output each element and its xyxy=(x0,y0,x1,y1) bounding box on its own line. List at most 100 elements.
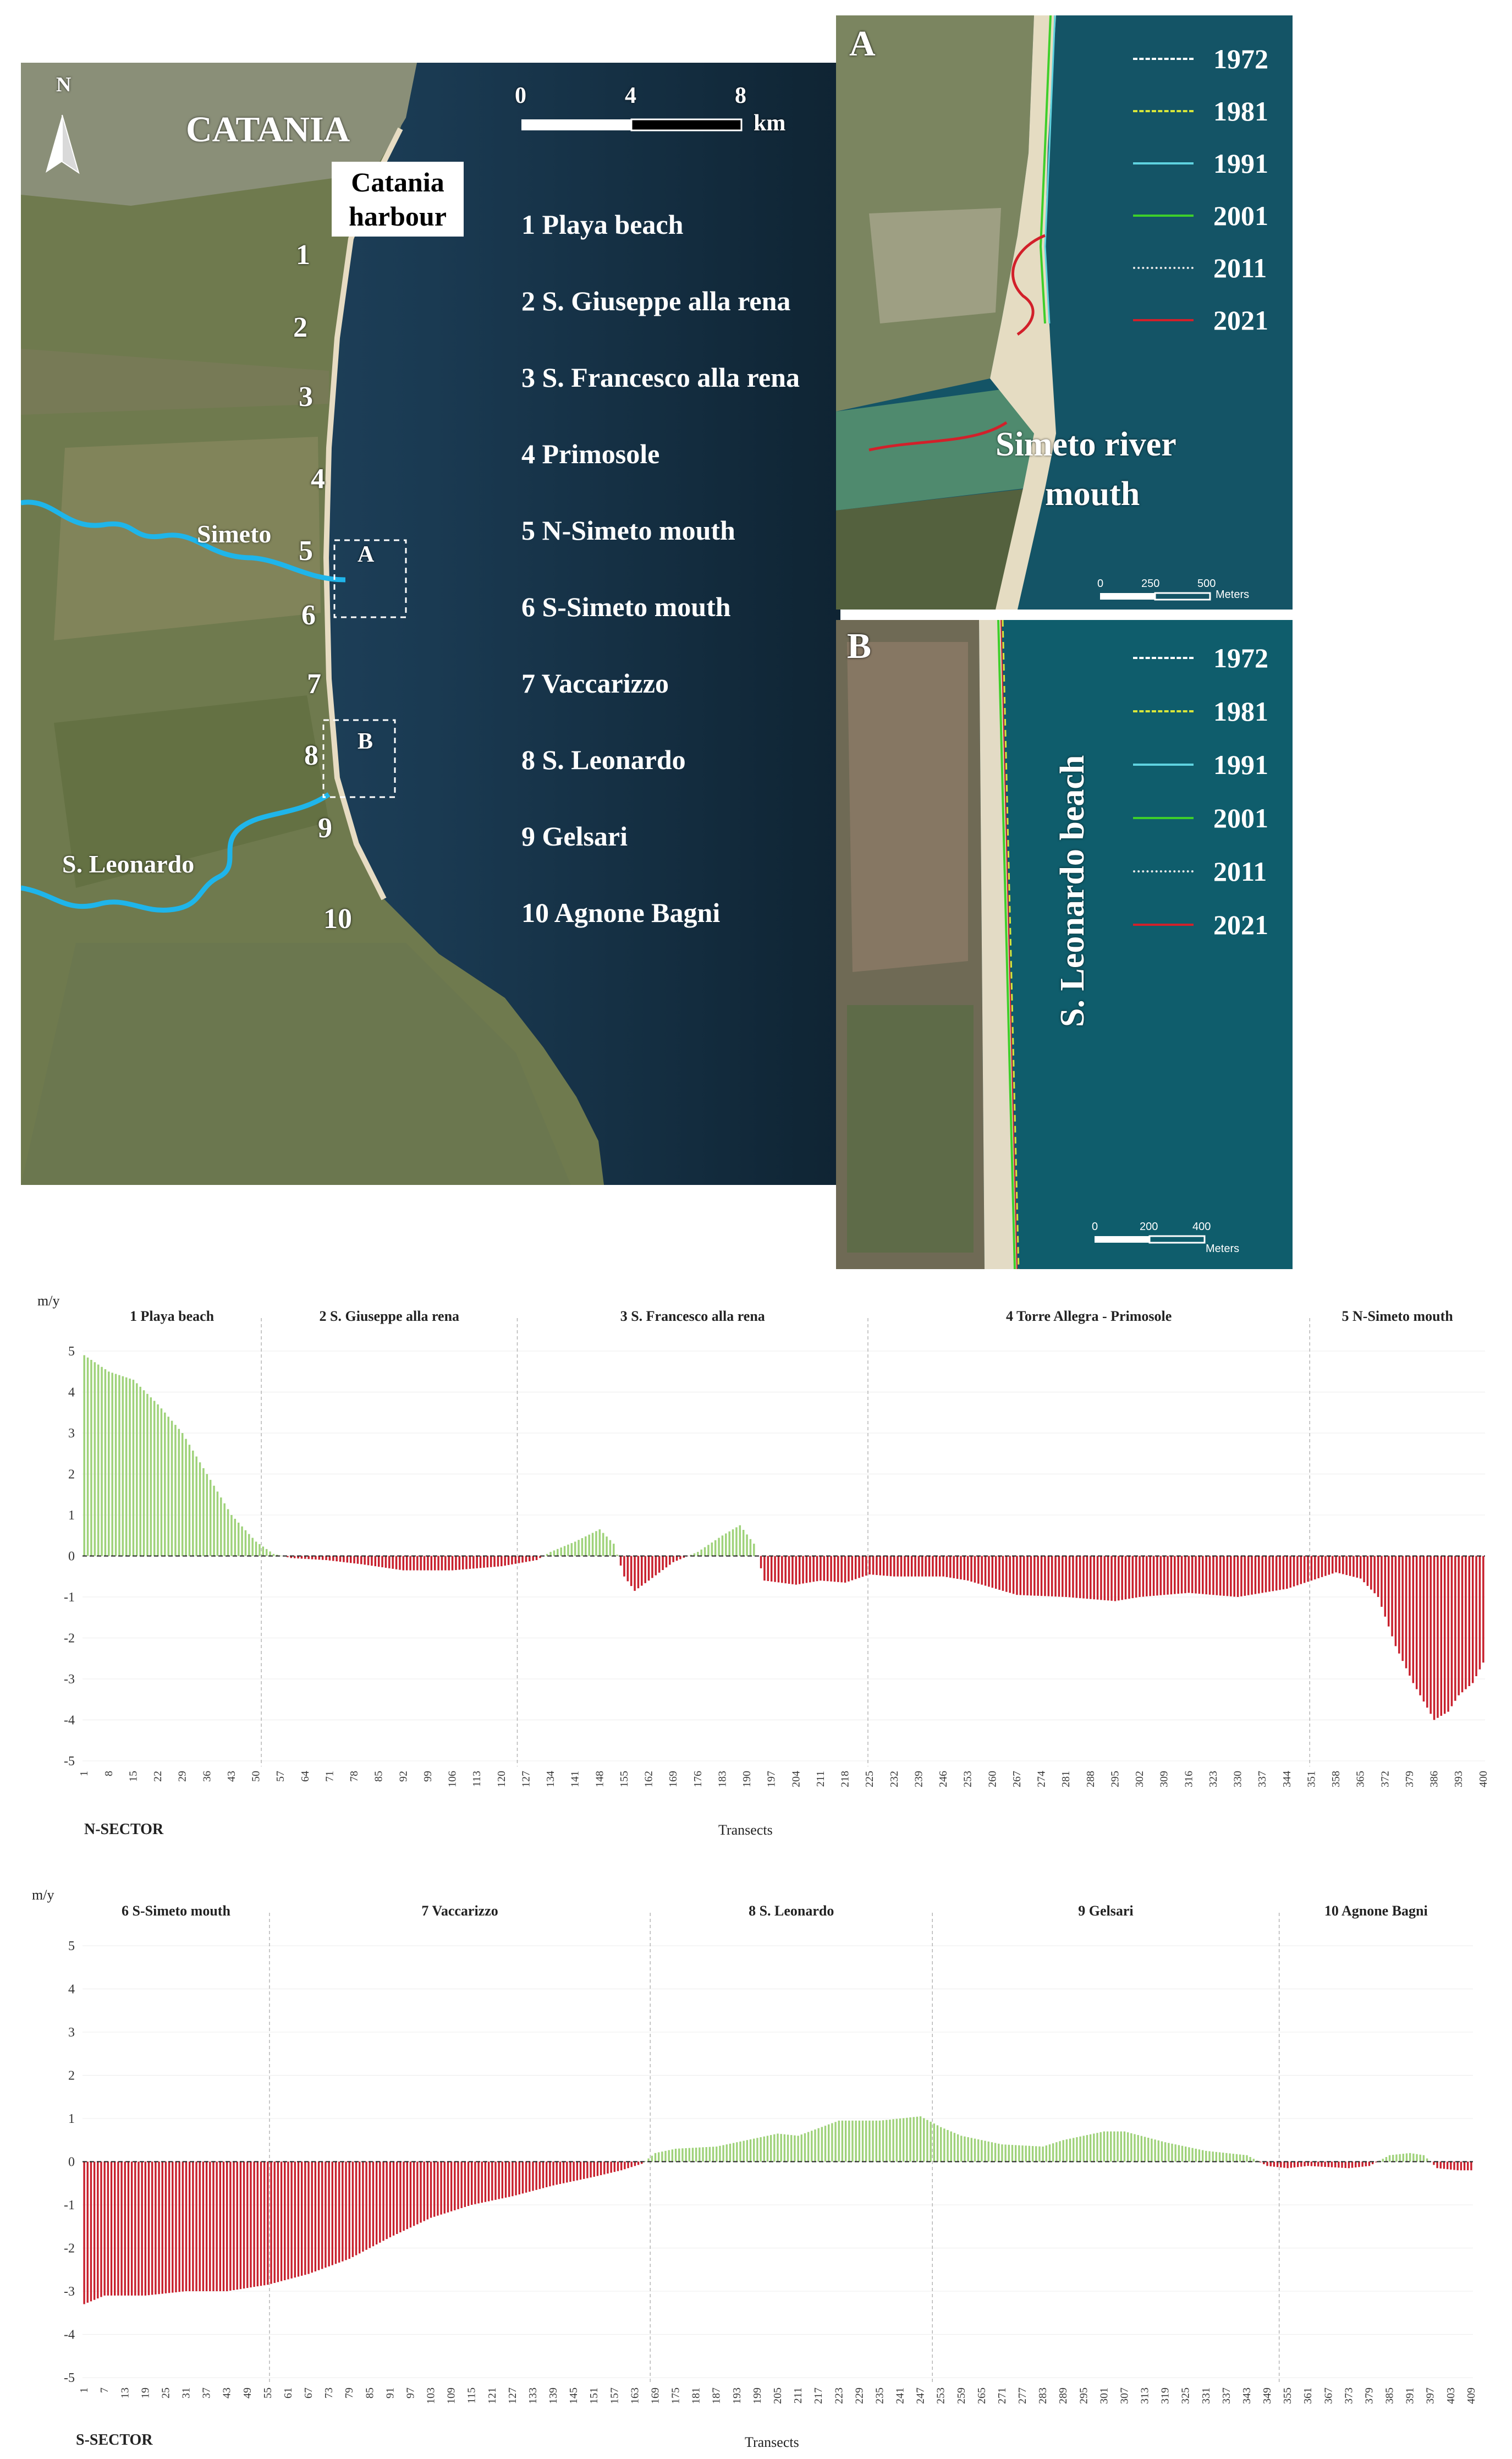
segment-title: 8 S. Leonardo xyxy=(749,1903,834,1919)
y-tick-label: -4 xyxy=(64,2328,75,2342)
scale-tick-8: 8 xyxy=(735,83,746,108)
x-tick-label: 181 xyxy=(690,2387,702,2404)
inset-a-scale-250: 250 xyxy=(1141,578,1160,590)
legend-year-1991: 1991 xyxy=(1133,749,1268,781)
inset-a: A Simeto river mouth 0 250 500 Meters 19… xyxy=(836,15,1293,610)
river-leonardo-label: S. Leonardo xyxy=(62,850,195,878)
x-tick-label: 223 xyxy=(833,2387,845,2404)
x-tick-label: 183 xyxy=(716,1771,728,1787)
segment-title: 1 Playa beach xyxy=(130,1308,215,1324)
inset-a-letter: A xyxy=(849,24,876,64)
legend-swatch-1981 xyxy=(1133,110,1194,112)
x-tick-label: 218 xyxy=(839,1771,851,1787)
beach-number-5: 5 xyxy=(299,535,313,567)
x-tick-label: 372 xyxy=(1379,1771,1391,1787)
inset-a-title-line2: mouth xyxy=(1045,475,1140,513)
x-tick-label: 61 xyxy=(282,2387,294,2398)
legend-swatch-1981 xyxy=(1133,710,1194,712)
x-tick-label: 351 xyxy=(1305,1771,1317,1787)
legend-label-2001: 2001 xyxy=(1213,803,1268,833)
x-tick-label: 155 xyxy=(618,1771,630,1787)
x-tick-label: 386 xyxy=(1428,1771,1440,1787)
inset-b-letter: B xyxy=(847,626,872,666)
beach-number-8: 8 xyxy=(304,740,318,771)
legend-label-2011: 2011 xyxy=(1213,856,1267,887)
river-simeto-label: Simeto xyxy=(197,520,272,548)
x-tick-label: 85 xyxy=(364,2387,376,2398)
legend-label-2021: 2021 xyxy=(1213,909,1268,940)
x-tick-label: 92 xyxy=(397,1771,409,1782)
x-tick-label: 205 xyxy=(772,2387,784,2404)
beach-list-item: 8 S. Leonardo xyxy=(521,744,686,775)
beach-list-item: 5 N-Simeto mouth xyxy=(521,515,735,546)
inset-b-scale-unit: Meters xyxy=(1206,1243,1240,1255)
x-tick-label: 157 xyxy=(608,2387,620,2404)
legend-label-1981: 1981 xyxy=(1213,696,1268,727)
box-b-label: B xyxy=(358,729,373,754)
x-tick-label: 247 xyxy=(915,2387,927,2404)
y-tick-label: -4 xyxy=(64,1714,75,1728)
x-tick-label: 190 xyxy=(741,1771,753,1787)
x-tick-label: 397 xyxy=(1425,2387,1437,2404)
x-tick-label: 403 xyxy=(1445,2387,1457,2404)
x-tick-label: 288 xyxy=(1085,1771,1097,1787)
y-tick-label: 0 xyxy=(68,1550,75,1564)
inset-a-title-line1: Simeto river xyxy=(996,426,1176,463)
x-tick-label: 36 xyxy=(201,1771,213,1782)
y-tick-label: -5 xyxy=(64,2371,75,2385)
y-tick-label: 3 xyxy=(68,1426,75,1441)
x-tick-label: 393 xyxy=(1453,1771,1465,1787)
legend-year-1991: 1991 xyxy=(1133,147,1268,179)
legend-year-1972: 1972 xyxy=(1133,43,1268,75)
x-tick-label: 106 xyxy=(447,1771,459,1787)
x-tick-label: 73 xyxy=(323,2387,335,2398)
x-tick-label: 267 xyxy=(1011,1771,1023,1787)
legend-swatch-1972 xyxy=(1133,657,1194,659)
x-tick-label: 113 xyxy=(471,1771,483,1787)
y-tick-label: 4 xyxy=(68,1386,75,1400)
inset-b-title: S. Leonardo beach xyxy=(1054,755,1091,1027)
legend-swatch-2011 xyxy=(1133,870,1194,872)
y-tick-label: 5 xyxy=(68,1344,75,1359)
legend-swatch-2021 xyxy=(1133,924,1194,926)
x-tick-label: 379 xyxy=(1363,2387,1375,2404)
beach-number-7: 7 xyxy=(307,668,321,700)
x-tick-label: 169 xyxy=(649,2387,661,2404)
x-tick-label: 283 xyxy=(1037,2387,1049,2404)
x-tick-label: 67 xyxy=(303,2387,315,2398)
beach-list-item: 2 S. Giuseppe alla rena xyxy=(521,286,791,316)
legend-label-1991: 1991 xyxy=(1213,749,1268,780)
legend-year-2011: 2011 xyxy=(1133,855,1267,887)
n-xlabel: Transects xyxy=(718,1822,773,1838)
x-tick-label: 71 xyxy=(323,1771,336,1782)
inset-b-scale-400: 400 xyxy=(1192,1221,1211,1233)
inset-b-scale-0: 0 xyxy=(1092,1221,1098,1233)
legend-label-1981: 1981 xyxy=(1213,96,1268,127)
y-tick-label: 3 xyxy=(68,2026,75,2040)
x-tick-label: 337 xyxy=(1220,2387,1233,2404)
s-xlabel: Transects xyxy=(745,2434,799,2450)
y-tick-label: -1 xyxy=(64,1590,75,1605)
beach-list-item: 3 S. Francesco alla rena xyxy=(521,362,800,393)
legend-year-2001: 2001 xyxy=(1133,802,1268,834)
x-tick-label: 313 xyxy=(1139,2387,1151,2404)
north-label: N xyxy=(56,73,72,96)
legend-swatch-1972 xyxy=(1133,58,1194,60)
x-tick-label: 259 xyxy=(955,2387,967,2404)
segment-title: 10 Agnone Bagni xyxy=(1324,1903,1428,1919)
beach-number-3: 3 xyxy=(299,381,313,413)
x-tick-label: 307 xyxy=(1118,2387,1130,2404)
n-sector-label: N-SECTOR xyxy=(84,1821,164,1838)
x-tick-label: 301 xyxy=(1098,2387,1110,2404)
x-tick-label: 225 xyxy=(864,1771,876,1787)
x-tick-label: 274 xyxy=(1036,1771,1048,1787)
x-tick-label: 133 xyxy=(527,2387,539,2404)
x-tick-label: 120 xyxy=(496,1771,508,1787)
legend-swatch-1991 xyxy=(1133,764,1194,766)
legend-label-2021: 2021 xyxy=(1213,305,1268,336)
x-tick-label: 302 xyxy=(1134,1771,1146,1787)
x-tick-label: 271 xyxy=(996,2387,1008,2404)
x-tick-label: 55 xyxy=(262,2387,274,2398)
segment-title: 3 S. Francesco alla rena xyxy=(620,1308,765,1324)
